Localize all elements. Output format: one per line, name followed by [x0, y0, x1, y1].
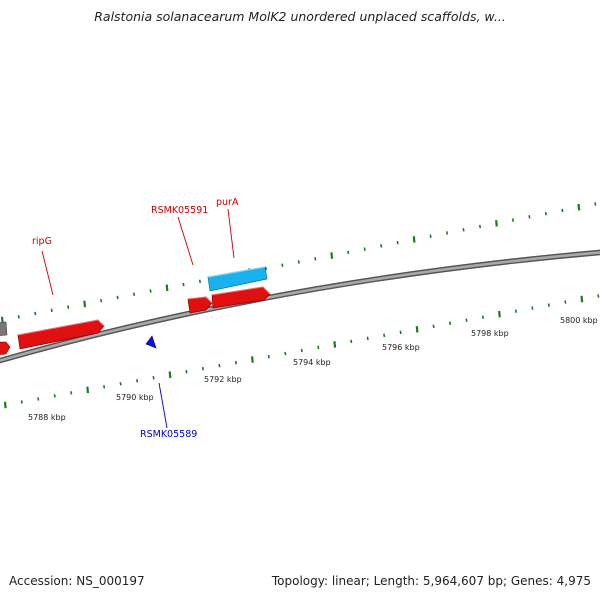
- scale-label-5794: 5794 kbp: [293, 358, 331, 367]
- lower-tick: [218, 363, 221, 368]
- upper-tick: [462, 228, 465, 232]
- lower-tick: [201, 366, 205, 371]
- scale-label-5788: 5788 kbp: [28, 413, 66, 422]
- gene-blue-feature[interactable]: [207, 266, 268, 292]
- scale-labels: 5788 kbp 5790 kbp 5792 kbp 5794 kbp 5796…: [28, 316, 598, 422]
- lower-tick: [580, 295, 584, 303]
- scale-label-5798: 5798 kbp: [471, 329, 509, 338]
- gene-ripG[interactable]: [17, 319, 105, 350]
- lower-tick: [481, 315, 485, 319]
- upper-tick: [495, 220, 498, 227]
- label-purA[interactable]: purA: [216, 197, 239, 208]
- upper-tick: [561, 208, 564, 213]
- upper-tick: [67, 305, 70, 309]
- upper-tick: [478, 224, 482, 229]
- gene-red-edge[interactable]: [0, 341, 11, 355]
- leader-purA: [227, 208, 235, 259]
- lower-tick: [333, 341, 337, 348]
- lower-tick: [531, 306, 534, 310]
- label-RSMK05591[interactable]: RSMK05591: [151, 205, 208, 216]
- lower-tick: [350, 339, 353, 344]
- accession-text: Accession: NS_000197: [9, 574, 145, 588]
- lower-tick: [135, 379, 139, 383]
- upper-tick: [264, 266, 267, 271]
- upper-tick: [347, 250, 350, 255]
- upper-tick: [577, 203, 581, 211]
- upper-tick: [34, 311, 37, 316]
- lower-tick: [103, 385, 106, 389]
- lower-tick: [284, 351, 287, 356]
- scale-label-5792: 5792 kbp: [204, 375, 242, 384]
- lower-tick: [514, 309, 518, 313]
- upper-tick: [445, 231, 449, 235]
- lower-tick: [383, 333, 386, 338]
- upper-tick: [330, 252, 334, 259]
- upper-tick: [149, 289, 152, 293]
- upper-tick: [165, 284, 169, 292]
- upper-tick: [297, 260, 300, 264]
- leader-RSMK05589: [158, 382, 168, 429]
- lower-tick-row: [3, 294, 600, 409]
- lower-tick: [152, 376, 155, 380]
- lower-tick: [465, 318, 468, 322]
- lower-tick: [267, 354, 270, 359]
- gene-gray-edge[interactable]: [0, 321, 8, 336]
- upper-tick: [50, 308, 53, 313]
- upper-tick: [544, 211, 547, 216]
- lower-tick: [547, 303, 550, 307]
- upper-tick: [511, 218, 515, 222]
- lower-tick: [366, 336, 369, 341]
- lower-tick: [564, 300, 567, 304]
- upper-tick: [314, 257, 317, 261]
- upper-tick: [100, 298, 103, 303]
- upper-tick: [594, 202, 597, 206]
- upper-tick: [429, 234, 432, 238]
- scale-label-5790: 5790 kbp: [116, 393, 154, 402]
- upper-tick: [412, 236, 416, 243]
- lower-tick: [432, 324, 435, 329]
- upper-tick: [198, 279, 202, 284]
- gene-RSMK05589[interactable]: [145, 335, 157, 349]
- scale-label-5796: 5796 kbp: [382, 343, 420, 352]
- lower-tick: [119, 382, 122, 386]
- gene-RSMK05591[interactable]: [187, 296, 213, 314]
- upper-tick: [182, 282, 185, 287]
- label-ripG[interactable]: ripG: [32, 236, 52, 247]
- upper-tick: [380, 244, 383, 248]
- lower-tick: [448, 321, 452, 325]
- lower-tick: [185, 369, 188, 374]
- lower-tick: [86, 386, 90, 394]
- genome-stats-text: Topology: linear; Length: 5,964,607 bp; …: [271, 574, 591, 588]
- leader-RSMK05591: [177, 216, 194, 266]
- upper-tick: [116, 295, 119, 300]
- genome-backbone: [0, 249, 600, 364]
- leader-ripG: [41, 250, 54, 296]
- map-title: Ralstonia solanacearum MolK2 unordered u…: [94, 9, 506, 24]
- lower-tick: [70, 391, 73, 395]
- upper-tick: [396, 240, 399, 245]
- gene-purA[interactable]: [211, 286, 271, 309]
- lower-tick: [20, 400, 23, 404]
- lower-tick: [250, 356, 254, 363]
- lower-tick: [53, 394, 56, 398]
- label-RSMK05589[interactable]: RSMK05589: [140, 429, 197, 440]
- upper-tick: [17, 315, 20, 319]
- lower-tick: [234, 360, 237, 365]
- upper-tick: [132, 292, 136, 296]
- upper-tick: [363, 247, 366, 251]
- lower-tick: [3, 401, 7, 409]
- lower-tick: [498, 310, 501, 318]
- upper-tick: [281, 263, 284, 267]
- lower-tick: [168, 371, 172, 379]
- lower-tick: [415, 326, 419, 333]
- lower-tick: [399, 330, 402, 335]
- lower-tick: [317, 345, 320, 350]
- scale-label-5800: 5800 kbp: [560, 316, 598, 325]
- upper-tick: [528, 215, 531, 219]
- upper-tick: [83, 300, 87, 308]
- lower-tick: [597, 294, 600, 298]
- lower-tick: [37, 397, 40, 401]
- lower-tick: [300, 348, 303, 353]
